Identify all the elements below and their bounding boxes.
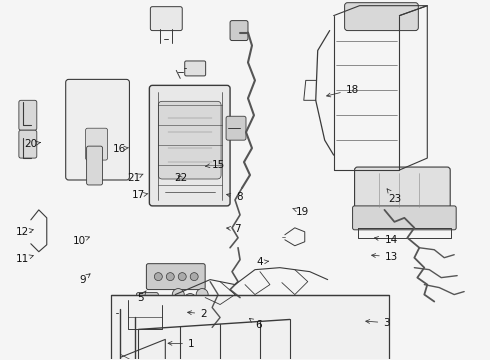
Text: 12: 12 [16,227,33,237]
FancyBboxPatch shape [117,302,136,325]
Text: 23: 23 [387,189,402,204]
FancyBboxPatch shape [150,7,182,31]
FancyBboxPatch shape [353,206,456,230]
Text: 21: 21 [127,173,143,183]
Circle shape [178,273,186,280]
FancyBboxPatch shape [156,296,174,321]
FancyBboxPatch shape [19,130,37,158]
FancyBboxPatch shape [136,293,158,324]
Text: 1: 1 [168,339,195,349]
Circle shape [166,273,174,280]
FancyBboxPatch shape [355,167,450,213]
Text: 13: 13 [371,252,398,262]
Text: 20: 20 [24,139,41,149]
Text: 2: 2 [188,309,207,319]
Circle shape [190,273,198,280]
FancyBboxPatch shape [66,80,129,180]
FancyBboxPatch shape [147,264,205,289]
FancyBboxPatch shape [158,101,221,179]
Text: 5: 5 [137,291,146,303]
Circle shape [196,289,208,301]
Text: 16: 16 [112,144,128,154]
Text: 19: 19 [293,207,309,217]
FancyBboxPatch shape [226,116,246,140]
Text: 7: 7 [227,224,241,234]
FancyBboxPatch shape [87,146,102,185]
Circle shape [172,289,184,301]
Text: 10: 10 [73,236,90,246]
Text: 18: 18 [327,85,359,97]
Text: 15: 15 [206,159,225,170]
FancyBboxPatch shape [230,21,248,41]
FancyBboxPatch shape [86,128,107,160]
FancyBboxPatch shape [19,100,37,130]
Circle shape [154,273,162,280]
FancyBboxPatch shape [149,85,230,206]
FancyBboxPatch shape [185,61,206,76]
Text: 14: 14 [374,235,398,245]
Text: 11: 11 [16,254,33,264]
Bar [111,294,390,360]
FancyBboxPatch shape [344,3,418,31]
Text: 8: 8 [226,192,243,202]
Text: 22: 22 [174,173,187,183]
Text: 9: 9 [80,274,90,285]
Circle shape [184,293,196,306]
Text: 17: 17 [132,190,148,201]
Text: 3: 3 [366,318,390,328]
Text: 4: 4 [256,257,269,267]
Text: 6: 6 [249,319,262,330]
